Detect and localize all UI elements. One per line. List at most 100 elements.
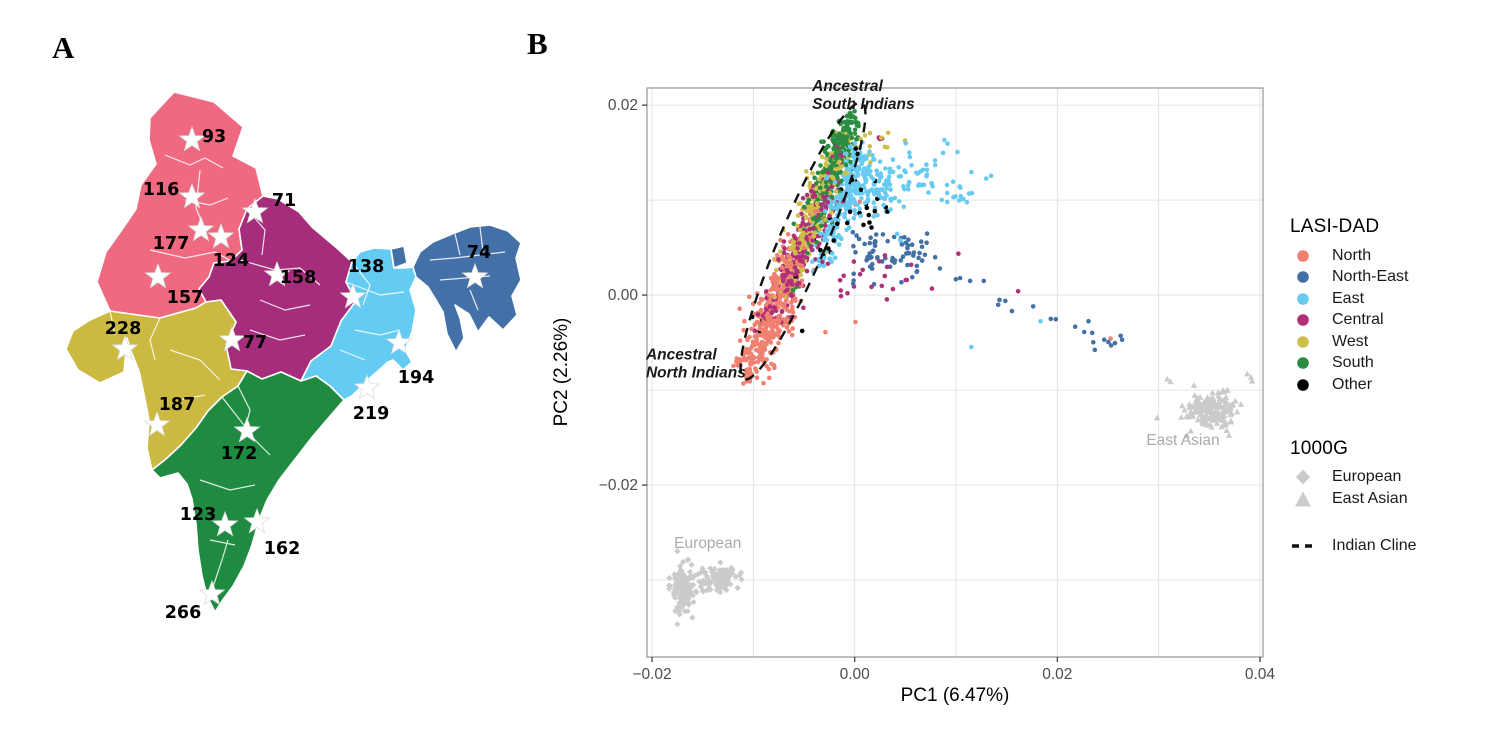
map-region-north-east (390, 224, 522, 353)
legend-item-label: Indian Cline (1332, 537, 1417, 555)
sample-size-label: 77 (243, 333, 267, 353)
panel-b-label: B (527, 26, 548, 61)
annotation-text: North Indians (646, 365, 746, 382)
circle-swatch-icon (1290, 268, 1316, 286)
legend-item-west: West (1290, 331, 1480, 353)
x-tick-label: −0.02 (632, 666, 671, 683)
x-tick-label: 0.04 (1245, 666, 1276, 683)
indian-cline-ellipse (739, 101, 867, 381)
triangle-swatch-icon (1290, 490, 1316, 508)
legend-item-european: European (1290, 467, 1480, 489)
legend-item-label: European (1332, 468, 1402, 486)
sample-site-star-icon (144, 262, 172, 289)
map-marker-162: 162 (243, 507, 300, 559)
x-tick-label: 0.00 (840, 666, 871, 683)
map-marker-138: 138 (339, 257, 385, 309)
legend-section-thousand-g: 1000G European East Asian (1290, 438, 1480, 510)
circle-swatch-icon (1290, 311, 1316, 329)
sample-size-label: 266 (165, 603, 202, 623)
sample-site-star-icon (218, 325, 246, 352)
map-marker-177: 177 (153, 215, 215, 254)
legend-title-thousand-g: 1000G (1290, 437, 1349, 459)
sample-site-star-icon (178, 125, 206, 152)
circle-swatch-icon (1290, 290, 1316, 308)
circle-swatch-icon (1290, 376, 1316, 394)
map-marker-124: 124 (207, 222, 250, 271)
india-region-map: 93 116 177 124 157 71 158 77 138 194 219 74 228 187 17… (65, 91, 522, 623)
legend-section-lasi-dad: LASI-DAD North North-East East Central West So… (1290, 216, 1480, 396)
annotation-text: Ancestral (811, 78, 883, 95)
sample-size-label: 124 (213, 251, 250, 271)
sample-site-star-icon (211, 510, 239, 537)
legend-item-indian-cline: Indian Cline (1290, 536, 1480, 558)
sample-site-star-icon (461, 262, 489, 289)
y-tick-label: −0.02 (599, 477, 638, 494)
sample-size-label: 158 (280, 268, 317, 288)
sample-size-label: 138 (348, 257, 385, 277)
sample-size-label: 93 (202, 127, 226, 147)
dash-swatch-icon (1290, 537, 1316, 555)
legend-item-label: East Asian (1332, 489, 1408, 507)
annotation-text: European (674, 535, 741, 552)
plot-panel-border (646, 87, 1264, 658)
sample-size-label: 228 (105, 319, 142, 339)
circle-swatch-icon (1290, 354, 1316, 372)
axis-ticks: −0.02 0.00 0.02 0.04 0.02 0.00 −0.02 (599, 97, 1276, 683)
x-tick-label: 0.02 (1042, 666, 1072, 683)
sample-size-label: 74 (467, 243, 491, 263)
sample-site-star-icon (385, 328, 413, 355)
map-marker-157: 157 (144, 262, 204, 308)
legend-item-label: South (1332, 354, 1374, 372)
sample-size-label: 194 (398, 368, 435, 388)
lasi-dad-points (731, 108, 1125, 386)
plot-legend: LASI-DAD North North-East East Central West So… (1290, 216, 1480, 557)
sample-size-label: 157 (167, 288, 204, 308)
map-marker-123: 123 (180, 505, 239, 537)
sample-site-star-icon (178, 182, 206, 209)
sample-size-label: 219 (353, 404, 390, 424)
sample-site-star-icon (143, 410, 171, 437)
sample-size-label: 123 (180, 505, 217, 525)
y-tick-label: 0.02 (608, 97, 638, 114)
map-marker-71: 71 (241, 191, 296, 224)
sample-site-star-icon (263, 260, 291, 287)
sample-size-label: 177 (153, 234, 190, 254)
sample-site-star-icon (243, 507, 271, 534)
sample-size-label: 116 (143, 180, 180, 200)
annotation-text: East Asian (1146, 432, 1219, 449)
diamond-swatch-icon (1290, 468, 1316, 486)
reference-points-1000g (665, 370, 1256, 628)
y-tick-label: 0.00 (608, 287, 639, 304)
legend-item-east-asian: East Asian (1290, 488, 1480, 510)
annotation-text: South Indians (812, 96, 915, 113)
map-marker-266: 266 (165, 579, 226, 623)
map-marker-187: 187 (143, 395, 196, 437)
circle-swatch-icon (1290, 333, 1316, 351)
annotation-text: Ancestral (645, 347, 717, 364)
series-east-asian (1153, 370, 1256, 439)
map-marker-219: 219 (353, 373, 390, 424)
map-marker-172: 172 (221, 416, 261, 464)
legend-item-north: North (1290, 245, 1480, 267)
legend-title-lasi-dad: LASI-DAD (1290, 216, 1380, 237)
map-marker-77: 77 (218, 325, 267, 353)
panel-a-label: A (52, 30, 75, 65)
x-axis-title: PC1 (6.47%) (901, 685, 1010, 706)
series-european (665, 548, 745, 628)
map-marker-194: 194 (385, 328, 435, 388)
sample-size-label: 172 (221, 444, 258, 464)
sample-size-label: 187 (159, 395, 196, 415)
y-axis-title: PC2 (2.26%) (551, 318, 572, 427)
sample-site-star-icon (207, 222, 235, 249)
legend-item-south: South (1290, 353, 1480, 375)
sample-site-star-icon (241, 197, 269, 224)
sample-site-star-icon (187, 215, 215, 242)
legend-item-label: Central (1332, 311, 1384, 329)
legend-item-central: Central (1290, 310, 1480, 332)
map-region-south (151, 370, 345, 613)
circle-swatch-icon (1290, 247, 1316, 265)
legend-item-label: East (1332, 289, 1365, 307)
sample-site-star-icon (353, 373, 381, 400)
